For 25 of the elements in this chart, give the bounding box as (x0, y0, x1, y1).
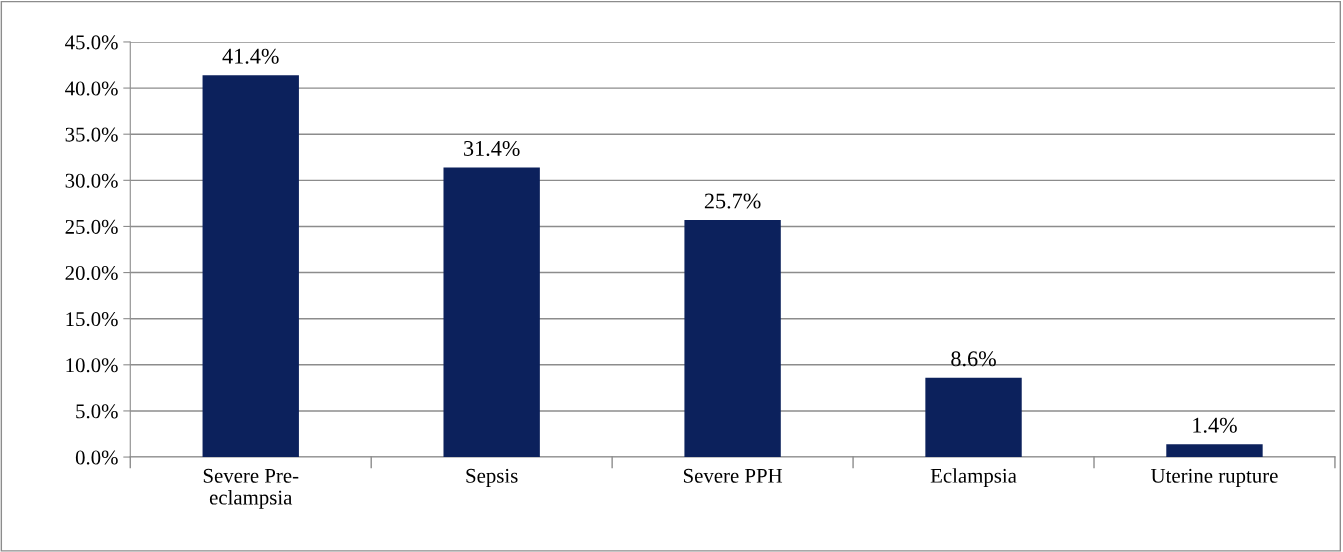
y-tick-label: 25.0% (65, 219, 118, 234)
data-label: 1.4% (1193, 417, 1237, 433)
y-tick-label: 20.0% (65, 265, 118, 281)
y-tick-label: 0.0% (75, 450, 118, 465)
x-tick-label: Sepsis (466, 468, 518, 488)
y-tick-label: 45.0% (65, 35, 118, 50)
y-tick-label: 40.0% (65, 81, 118, 96)
y-tick-label: 15.0% (66, 312, 118, 327)
data-label: 8.6% (951, 351, 996, 367)
data-label: 41.4% (222, 48, 279, 64)
bar (202, 75, 299, 458)
y-tick-label: 10.0% (66, 358, 118, 373)
x-tick-label: Uterine rupture (1150, 468, 1278, 488)
x-tick-label: Severe PPH (683, 468, 783, 483)
bar (1166, 444, 1263, 458)
bar (443, 167, 540, 458)
x-tick-label: Severe Pre- eclampsia (203, 468, 299, 509)
data-label: 31.4% (464, 140, 520, 157)
y-tick-label: 35.0% (65, 127, 118, 142)
y-tick-label: 30.0% (65, 173, 118, 188)
bar (925, 377, 1022, 458)
data-label: 25.7% (704, 193, 761, 209)
x-tick-label: Eclampsia (930, 468, 1017, 488)
bar (684, 219, 781, 458)
y-tick-label: 5.0% (76, 404, 118, 419)
